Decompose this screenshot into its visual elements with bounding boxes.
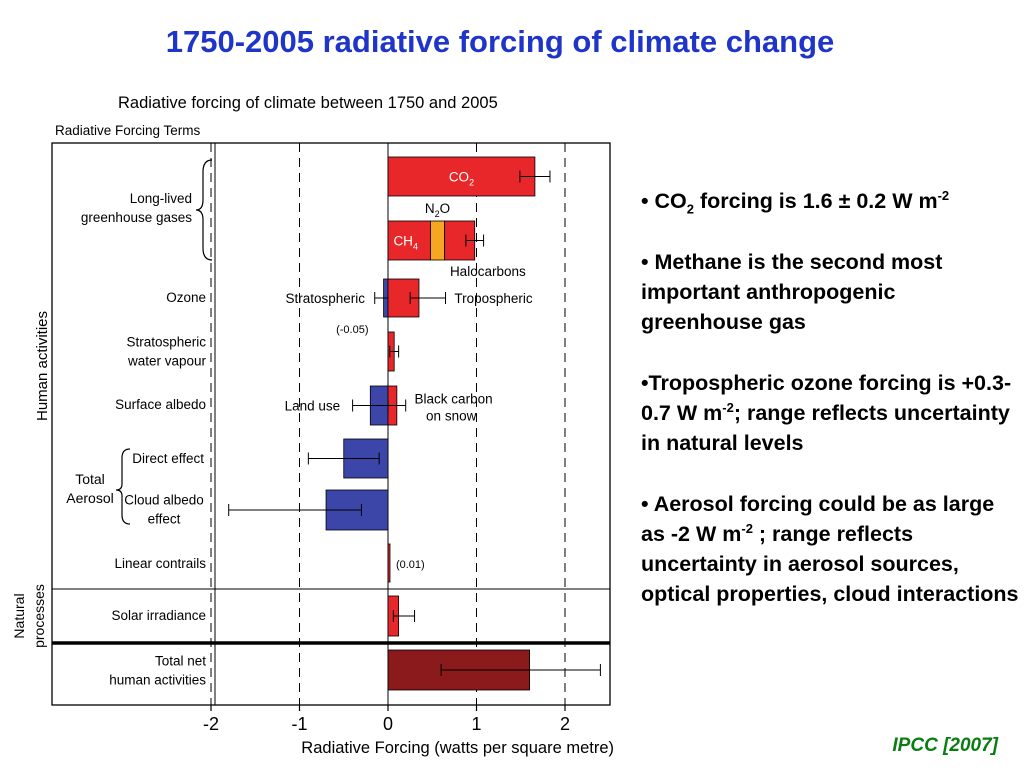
row-label: Cloud albedo bbox=[124, 493, 204, 508]
bar-label-ch: CH4 bbox=[393, 234, 418, 252]
row-label: effect bbox=[148, 512, 181, 527]
x-tick-label: 0 bbox=[383, 714, 393, 734]
x-tick-label: 2 bbox=[560, 714, 570, 734]
row-label: human activities bbox=[109, 673, 206, 688]
bar-label-black-carbon: Black carbon bbox=[415, 392, 493, 407]
row-label: water vapour bbox=[127, 354, 207, 369]
bar-label-on-snow: on snow bbox=[426, 409, 477, 424]
x-axis-label: Radiative Forcing (watts per square metr… bbox=[301, 739, 614, 757]
aerosol-label: Total bbox=[75, 471, 105, 487]
chart-title: Radiative forcing of climate between 175… bbox=[118, 94, 498, 112]
bar-n2o bbox=[430, 220, 446, 261]
source-citation: IPCC [2007] bbox=[892, 735, 998, 756]
bar-label-n: N2O bbox=[425, 201, 450, 219]
bar-linear-contrails bbox=[387, 543, 391, 583]
x-tick-label: -1 bbox=[291, 714, 307, 734]
aerosol-label: Aerosol bbox=[66, 490, 113, 506]
row-label: Stratospheric bbox=[126, 335, 206, 350]
bullet-co2: • CO2 forcing is 1.6 ± 0.2 W m-2 bbox=[641, 187, 950, 217]
group-label-natural: Natural bbox=[11, 593, 27, 638]
bullet-methane: • Methane is the second most important a… bbox=[641, 250, 943, 334]
plot-frame bbox=[51, 142, 611, 706]
bar-label-land-use: Land use bbox=[285, 399, 341, 414]
bar-label-halocarbons: Halocarbons bbox=[450, 264, 526, 279]
bar-label-stratospheric: Stratospheric bbox=[285, 291, 365, 306]
bar-label-0-05: (-0.05) bbox=[336, 324, 368, 336]
group-label-natural: processes bbox=[31, 584, 47, 648]
row-label: Surface albedo bbox=[115, 397, 206, 412]
row-label: Solar irradiance bbox=[111, 608, 206, 623]
row-label: Linear contrails bbox=[114, 556, 206, 571]
bullet-aerosol: • Aerosol forcing could be as large as -… bbox=[641, 492, 1019, 606]
bar-label-0-01: (0.01) bbox=[396, 559, 425, 571]
x-tick-label: -2 bbox=[203, 714, 219, 734]
brace-greenhouse bbox=[195, 159, 213, 261]
bar-label-co: CO2 bbox=[449, 170, 474, 188]
brace-aerosol bbox=[115, 448, 131, 525]
bar-co2 bbox=[387, 156, 536, 197]
terms-header: Radiative Forcing Terms bbox=[55, 123, 201, 138]
row-label: Long-lived bbox=[130, 191, 192, 206]
row-label: greenhouse gases bbox=[81, 210, 192, 225]
bar-label-tropospheric: Tropospheric bbox=[454, 291, 533, 306]
bullet-list: • CO2 forcing is 1.6 ± 0.2 W m-2 • Metha… bbox=[641, 186, 1019, 640]
group-label-human: Human activities bbox=[34, 311, 51, 421]
slide-title: 1750-2005 radiative forcing of climate c… bbox=[165, 24, 835, 59]
bullet-ozone: •Tropospheric ozone forcing is +0.3-0.7 … bbox=[641, 371, 1012, 455]
x-tick-label: 1 bbox=[471, 714, 481, 734]
row-label: Ozone bbox=[166, 290, 206, 305]
row-label: Total net bbox=[155, 654, 206, 669]
row-label: Direct effect bbox=[132, 451, 204, 466]
